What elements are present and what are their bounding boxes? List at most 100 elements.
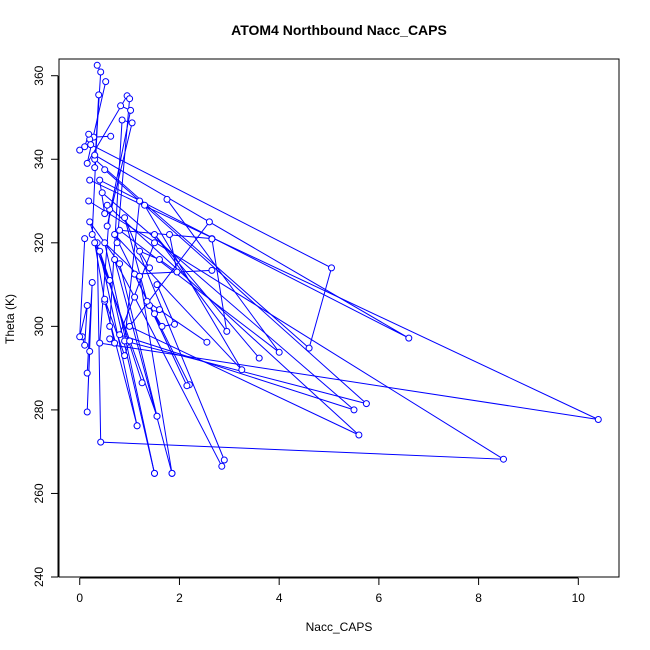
x-tick-label: 0 (76, 591, 83, 605)
data-point (151, 469, 158, 477)
data-point (163, 195, 171, 203)
data-point (126, 322, 134, 330)
y-tick-label: 340 (32, 149, 46, 169)
y-axis-label: Theta (K) (3, 294, 17, 344)
series-line (114, 204, 243, 386)
y-tick-label: 240 (32, 567, 46, 587)
x-tick-label: 2 (176, 591, 183, 605)
data-point (350, 406, 358, 414)
data-point (118, 116, 126, 124)
data-point (151, 310, 158, 318)
y-tick-label: 280 (32, 400, 46, 420)
data-point (183, 382, 191, 390)
plot-frame (58, 58, 620, 578)
data-point (218, 462, 226, 470)
data-point (88, 231, 96, 238)
series-line (88, 200, 506, 460)
data-point (103, 222, 111, 230)
series-line (114, 259, 223, 474)
series-line (104, 169, 367, 405)
data-point (305, 344, 313, 352)
data-point (138, 379, 146, 387)
data-point (158, 322, 166, 330)
y-tick-label: 300 (32, 316, 46, 336)
data-point (83, 159, 91, 167)
data-point (328, 264, 335, 272)
data-point (362, 400, 370, 408)
data-point (156, 306, 163, 314)
data-point (136, 197, 144, 205)
data-point (121, 352, 129, 360)
data-point (96, 176, 104, 184)
series-line (99, 251, 155, 474)
data-point (594, 416, 602, 423)
data-point (133, 422, 141, 430)
data-point (106, 322, 114, 330)
data-point (101, 166, 109, 174)
data-point (81, 143, 89, 151)
data-point (151, 239, 158, 247)
data-point (127, 106, 135, 114)
data-point (500, 455, 507, 463)
data-point (255, 354, 263, 362)
data-point (88, 279, 96, 286)
data-point (86, 218, 94, 226)
data-point (171, 320, 178, 328)
data-point (275, 348, 283, 356)
series-line (101, 192, 355, 411)
series-line (117, 199, 280, 353)
series-line (124, 217, 225, 461)
data-point (111, 231, 119, 238)
data-point (143, 297, 151, 305)
data-point (111, 256, 119, 263)
data-point (117, 102, 125, 110)
data-point (151, 231, 158, 238)
data-point (128, 119, 136, 127)
data-point (96, 339, 104, 347)
x-tick-label: 8 (475, 591, 482, 605)
series-line (106, 204, 360, 436)
data-point (116, 331, 124, 339)
data-point (136, 247, 144, 255)
series-line (79, 238, 88, 346)
x-tick-label: 4 (276, 591, 283, 605)
data-point (101, 295, 109, 303)
data-point (146, 264, 153, 272)
data-point (98, 189, 106, 197)
series-line (103, 241, 173, 474)
data-point (141, 201, 149, 209)
data-point (96, 247, 104, 255)
data-point (91, 164, 99, 172)
data-point (166, 231, 173, 238)
data-point (116, 226, 124, 234)
data-point (86, 347, 94, 355)
data-point (126, 95, 134, 103)
data-point (223, 327, 231, 335)
data-point (220, 456, 228, 464)
data-point (85, 197, 93, 205)
data-point (168, 469, 176, 477)
data-point (106, 335, 114, 343)
data-point (238, 366, 246, 374)
data-point (208, 235, 216, 243)
chart-title: ATOM4 Northbound Nacc_CAPS (231, 22, 447, 38)
data-point (116, 260, 124, 268)
series-line (133, 269, 212, 386)
data-point (101, 239, 109, 247)
series-line (90, 144, 333, 350)
data-point (83, 408, 91, 416)
data-point (113, 239, 121, 247)
data-point (136, 272, 144, 280)
data-point (121, 214, 129, 222)
data-point (83, 302, 91, 309)
data-point (97, 68, 105, 76)
data-point (106, 276, 114, 284)
data-point (126, 337, 134, 345)
series-line (94, 154, 410, 339)
y-tick-label: 360 (32, 65, 46, 85)
data-point (91, 239, 99, 247)
y-tick-label: 260 (32, 483, 46, 503)
data-point (107, 132, 115, 140)
